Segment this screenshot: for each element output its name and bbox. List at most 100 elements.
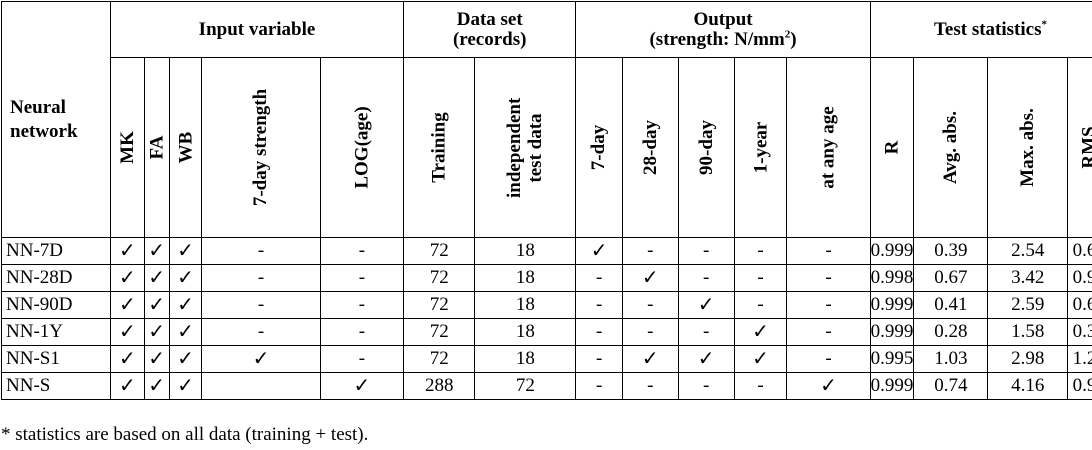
cell-out-any-age: -	[786, 291, 871, 319]
cell-7-day-strength: -	[201, 264, 321, 292]
cell-out-any-age: ✓	[786, 372, 871, 400]
cell-log-age: -	[319, 291, 405, 319]
cell-stat-rms: 0.94	[1067, 372, 1092, 400]
cell-out-any-age: -	[786, 345, 871, 373]
cell-log-age: -	[319, 237, 405, 265]
cell-7-day-strength: -	[201, 318, 321, 346]
cell-fa: ✓	[143, 264, 170, 292]
subheader-out-1-year: 1-year	[733, 57, 788, 238]
subheader-stat-avg-abs: Avg. abs.	[913, 57, 989, 238]
cell-fa: ✓	[143, 345, 170, 373]
subheader-stat-r: R	[869, 57, 915, 238]
subheader-out-28-day: 28-day	[621, 57, 679, 238]
subheader-out-any-age: at any age	[786, 57, 871, 238]
cell-stat-avg-abs: 0.74	[913, 372, 989, 400]
cell-wb: ✓	[168, 318, 203, 346]
cell-stat-r: 0.999	[869, 291, 915, 319]
cell-independent-test-data: 18	[474, 237, 577, 265]
cell-independent-test-data: 18	[474, 291, 577, 319]
row-name: NN-S1	[1, 345, 111, 373]
cell-stat-max-abs: 2.98	[987, 345, 1069, 373]
cell-mk: ✓	[110, 345, 145, 373]
cell-wb: ✓	[168, 264, 203, 292]
cell-out-90-day: -	[677, 318, 735, 346]
cell-mk: ✓	[110, 237, 145, 265]
subheader-training: Training	[403, 57, 476, 238]
cell-stat-avg-abs: 0.41	[913, 291, 989, 319]
cell-log-age: -	[319, 345, 405, 373]
cell-out-1-year: ✓	[733, 318, 788, 346]
cell-stat-rms: 0.60	[1067, 237, 1092, 265]
cell-training: 288	[403, 372, 476, 400]
cell-independent-test-data: 18	[474, 318, 577, 346]
subheader-out-90-day: 90-day	[677, 57, 735, 238]
cell-out-1-year: ✓	[733, 345, 788, 373]
cell-stat-avg-abs: 0.39	[913, 237, 989, 265]
cell-log-age: -	[319, 264, 405, 292]
subheader-fa: FA	[143, 57, 170, 238]
cell-stat-r: 0.999	[869, 318, 915, 346]
cell-out-any-age: -	[786, 318, 871, 346]
subheader-stat-rms: RMS	[1067, 57, 1092, 238]
cell-stat-avg-abs: 1.03	[913, 345, 989, 373]
cell-out-90-day: -	[677, 237, 735, 265]
row-name: NN-1Y	[1, 318, 111, 346]
cell-stat-max-abs: 1.58	[987, 318, 1069, 346]
cell-independent-test-data: 72	[474, 372, 577, 400]
test-statistics-header: Test statistics*	[869, 1, 1092, 58]
cell-out-28-day: ✓	[621, 264, 679, 292]
cell-wb: ✓	[168, 237, 203, 265]
cell-stat-r: 0.999	[869, 237, 915, 265]
cell-log-age: -	[319, 318, 405, 346]
cell-out-28-day: -	[621, 291, 679, 319]
cell-out-90-day: ✓	[677, 291, 735, 319]
subheader-wb: WB	[168, 57, 203, 238]
cell-stat-r: 0.999	[869, 372, 915, 400]
subheader-independent-test-data: independent test data	[474, 57, 577, 238]
cell-training: 72	[403, 264, 476, 292]
footnote: * statistics are based on all data (trai…	[1, 424, 369, 445]
cell-mk: ✓	[110, 291, 145, 319]
cell-out-any-age: -	[786, 264, 871, 292]
cell-stat-r: 0.998	[869, 264, 915, 292]
cell-training: 72	[403, 318, 476, 346]
cell-out-7-day: -	[575, 264, 623, 292]
cell-out-90-day: ✓	[677, 345, 735, 373]
cell-wb: ✓	[168, 372, 203, 400]
cell-stat-avg-abs: 0.67	[913, 264, 989, 292]
cell-fa: ✓	[143, 291, 170, 319]
row-name: NN-7D	[1, 237, 111, 265]
cell-fa: ✓	[143, 372, 170, 400]
row-name: NN-28D	[1, 264, 111, 292]
cell-out-90-day: -	[677, 372, 735, 400]
cell-mk: ✓	[110, 264, 145, 292]
cell-7-day-strength	[201, 372, 321, 400]
cell-independent-test-data: 18	[474, 345, 577, 373]
cell-out-7-day: -	[575, 291, 623, 319]
cell-out-7-day: -	[575, 318, 623, 346]
cell-training: 72	[403, 345, 476, 373]
cell-out-7-day: -	[575, 372, 623, 400]
cell-out-1-year: -	[733, 372, 788, 400]
cell-7-day-strength: -	[201, 237, 321, 265]
cell-stat-rms: 0.39	[1067, 318, 1092, 346]
cell-stat-max-abs: 4.16	[987, 372, 1069, 400]
cell-wb: ✓	[168, 291, 203, 319]
subheader-stat-max-abs: Max. abs.	[987, 57, 1069, 238]
cell-out-any-age: -	[786, 237, 871, 265]
subheader-out-7-day: 7-day	[575, 57, 623, 238]
cell-log-age: ✓	[319, 372, 405, 400]
cell-fa: ✓	[143, 318, 170, 346]
cell-wb: ✓	[168, 345, 203, 373]
cell-out-28-day: -	[621, 237, 679, 265]
cell-out-1-year: -	[733, 291, 788, 319]
cell-out-7-day: ✓	[575, 237, 623, 265]
cell-7-day-strength: -	[201, 291, 321, 319]
cell-stat-rms: 1.26	[1067, 345, 1092, 373]
